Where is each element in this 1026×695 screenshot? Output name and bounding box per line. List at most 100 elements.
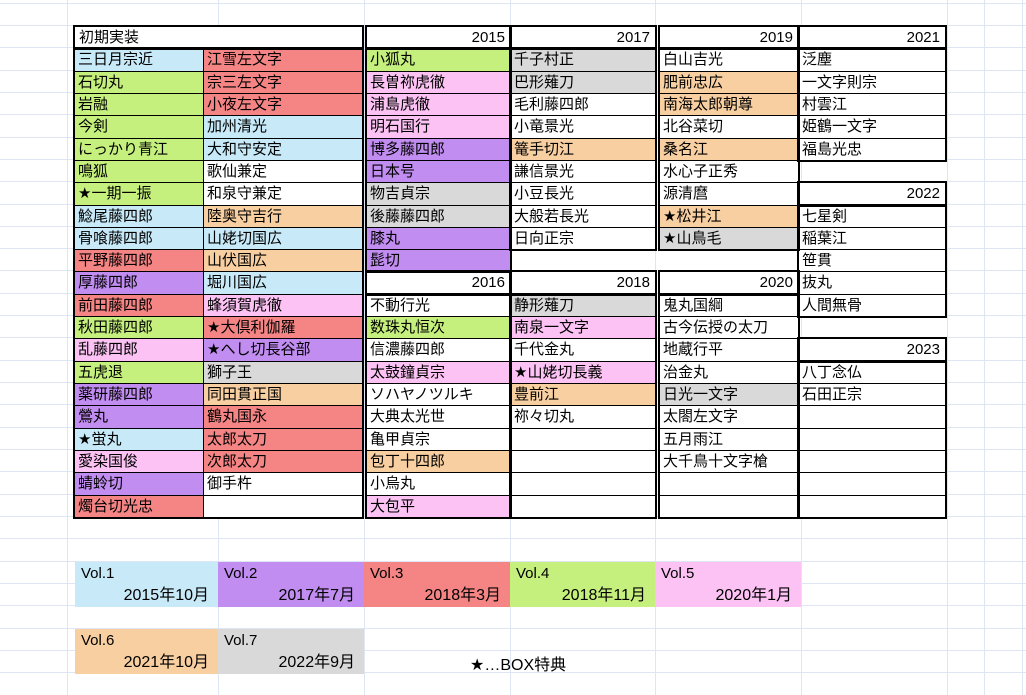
sword-cell[interactable]: 小狐丸 — [366, 48, 511, 72]
sword-cell[interactable]: 大般若長光 — [510, 205, 656, 228]
sword-cell[interactable]: ★大倶利伽羅 — [203, 316, 363, 339]
sword-cell[interactable]: 石田正宗 — [798, 383, 946, 406]
sword-cell[interactable]: 堀川国広 — [203, 271, 363, 295]
sword-cell[interactable]: 太閤左文字 — [659, 405, 799, 429]
sword-cell[interactable]: ★へし切長谷部 — [203, 338, 363, 362]
legend-volume-box[interactable]: Vol.4 2018年11月 — [510, 562, 655, 607]
sword-cell[interactable]: 博多藤四郎 — [366, 138, 511, 161]
empty-cell[interactable] — [510, 495, 656, 518]
legend-volume-box[interactable]: Vol.3 2018年3月 — [364, 562, 510, 607]
sword-cell[interactable]: 乱藤四郎 — [74, 338, 204, 362]
sword-cell[interactable]: 前田藤四郎 — [74, 294, 204, 317]
year-header-cell[interactable]: 2022 — [798, 182, 946, 206]
sword-cell[interactable]: ★山鳥毛 — [659, 227, 799, 250]
sword-cell[interactable]: 人間無骨 — [798, 294, 946, 317]
sword-cell[interactable]: 八丁念仏 — [798, 361, 946, 384]
sword-cell[interactable]: 北谷菜切 — [659, 115, 799, 139]
sword-cell[interactable]: 数珠丸恒次 — [366, 316, 511, 339]
sword-cell[interactable]: 三日月宗近 — [74, 48, 204, 72]
sword-cell[interactable]: 地蔵行平 — [659, 338, 799, 362]
sword-cell[interactable]: 日向正宗 — [510, 227, 656, 250]
sword-cell[interactable]: 水心子正秀 — [659, 160, 799, 183]
sword-cell[interactable]: 浦島虎徹 — [366, 93, 511, 116]
sword-cell[interactable]: 愛染国俊 — [74, 450, 204, 473]
sword-cell[interactable]: 大包平 — [366, 495, 511, 518]
sword-cell[interactable]: 包丁十四郎 — [366, 450, 511, 473]
sword-cell[interactable]: 蜂須賀虎徹 — [203, 294, 363, 317]
sword-cell[interactable]: 村雲江 — [798, 93, 946, 116]
sword-cell[interactable]: 源清麿 — [659, 182, 799, 206]
sword-cell[interactable]: 稲葉江 — [798, 227, 946, 250]
sword-cell[interactable]: ★松井江 — [659, 205, 799, 228]
sword-cell[interactable]: 大千鳥十文字槍 — [659, 450, 799, 473]
legend-volume-box[interactable]: Vol.2 2017年7月 — [218, 562, 364, 607]
legend-volume-box[interactable]: Vol.7 2022年9月 — [218, 629, 364, 674]
sword-cell[interactable]: 薬研藤四郎 — [74, 383, 204, 406]
sword-cell[interactable]: 白山吉光 — [659, 48, 799, 72]
sword-cell[interactable]: 物吉貞宗 — [366, 182, 511, 206]
sword-cell[interactable]: 小豆長光 — [510, 182, 656, 206]
sword-cell[interactable]: 治金丸 — [659, 361, 799, 384]
sword-cell[interactable]: 福島光忠 — [798, 138, 946, 161]
sword-cell[interactable]: 千子村正 — [510, 48, 656, 72]
sword-cell[interactable]: 今剣 — [74, 115, 204, 139]
empty-cell[interactable] — [798, 405, 946, 429]
sword-cell[interactable]: 厚藤四郎 — [74, 271, 204, 295]
sword-cell[interactable]: 信濃藤四郎 — [366, 338, 511, 362]
sword-cell[interactable]: ★蛍丸 — [74, 428, 204, 451]
sword-cell[interactable]: 江雪左文字 — [203, 48, 363, 72]
sword-cell[interactable]: 古今伝授の太刀 — [659, 316, 799, 339]
sword-cell[interactable]: 燭台切光忠 — [74, 495, 204, 518]
sword-cell[interactable]: 小竜景光 — [510, 115, 656, 139]
empty-cell[interactable] — [510, 428, 656, 451]
sword-cell[interactable]: 後藤藤四郎 — [366, 205, 511, 228]
sword-cell[interactable]: 日本号 — [366, 160, 511, 183]
empty-cell[interactable] — [798, 472, 946, 496]
sword-cell[interactable]: 肥前忠広 — [659, 71, 799, 94]
sword-cell[interactable]: 祢々切丸 — [510, 405, 656, 429]
sword-cell[interactable]: 毛利藤四郎 — [510, 93, 656, 116]
year-header-cell[interactable]: 2021 — [798, 26, 946, 49]
sword-cell[interactable]: 蜻蛉切 — [74, 472, 204, 496]
year-header-cell[interactable]: 2016 — [366, 271, 511, 295]
sword-cell[interactable]: 平野藤四郎 — [74, 249, 204, 272]
year-header-cell[interactable]: 2018 — [510, 271, 656, 295]
sword-cell[interactable]: 姫鶴一文字 — [798, 115, 946, 139]
sword-cell[interactable]: 石切丸 — [74, 71, 204, 94]
empty-cell[interactable] — [659, 472, 799, 496]
sword-cell[interactable]: 巴形薙刀 — [510, 71, 656, 94]
empty-cell[interactable] — [659, 495, 799, 518]
sword-cell[interactable]: 五月雨江 — [659, 428, 799, 451]
legend-volume-box[interactable]: Vol.6 2021年10月 — [75, 629, 218, 674]
sword-cell[interactable]: 御手杵 — [203, 472, 363, 496]
legend-volume-box[interactable]: Vol.5 2020年1月 — [655, 562, 801, 607]
sword-cell[interactable]: 歌仙兼定 — [203, 160, 363, 183]
sword-cell[interactable]: 長曽祢虎徹 — [366, 71, 511, 94]
sword-cell[interactable]: 五虎退 — [74, 361, 204, 384]
sword-cell[interactable]: 大和守安定 — [203, 138, 363, 161]
sword-cell[interactable]: 秋田藤四郎 — [74, 316, 204, 339]
sword-cell[interactable]: 鳴狐 — [74, 160, 204, 183]
sword-cell[interactable]: 大典太光世 — [366, 405, 511, 429]
sword-cell[interactable]: 南泉一文字 — [510, 316, 656, 339]
sword-cell[interactable]: 太鼓鐘貞宗 — [366, 361, 511, 384]
year-header-cell[interactable]: 2015 — [366, 26, 511, 49]
empty-cell[interactable] — [510, 472, 656, 496]
sword-cell[interactable]: ソハヤノツルキ — [366, 383, 511, 406]
sword-cell[interactable]: 獅子王 — [203, 361, 363, 384]
sword-cell[interactable]: 抜丸 — [798, 271, 946, 295]
sword-cell[interactable]: 鬼丸国綱 — [659, 294, 799, 317]
sword-cell[interactable]: 静形薙刀 — [510, 294, 656, 317]
sword-cell[interactable]: 岩融 — [74, 93, 204, 116]
sword-cell[interactable]: 豊前江 — [510, 383, 656, 406]
sword-cell[interactable]: 一文字則宗 — [798, 71, 946, 94]
sword-cell[interactable]: にっかり青江 — [74, 138, 204, 161]
sword-cell[interactable]: 膝丸 — [366, 227, 511, 250]
sword-cell[interactable]: 明石国行 — [366, 115, 511, 139]
sword-cell[interactable]: 千代金丸 — [510, 338, 656, 362]
sword-cell[interactable]: 髭切 — [366, 249, 511, 272]
sword-cell[interactable]: 亀甲貞宗 — [366, 428, 511, 451]
year-header-cell[interactable]: 初期実装 — [74, 26, 363, 49]
sword-cell[interactable]: 桑名江 — [659, 138, 799, 161]
empty-cell[interactable] — [510, 450, 656, 473]
